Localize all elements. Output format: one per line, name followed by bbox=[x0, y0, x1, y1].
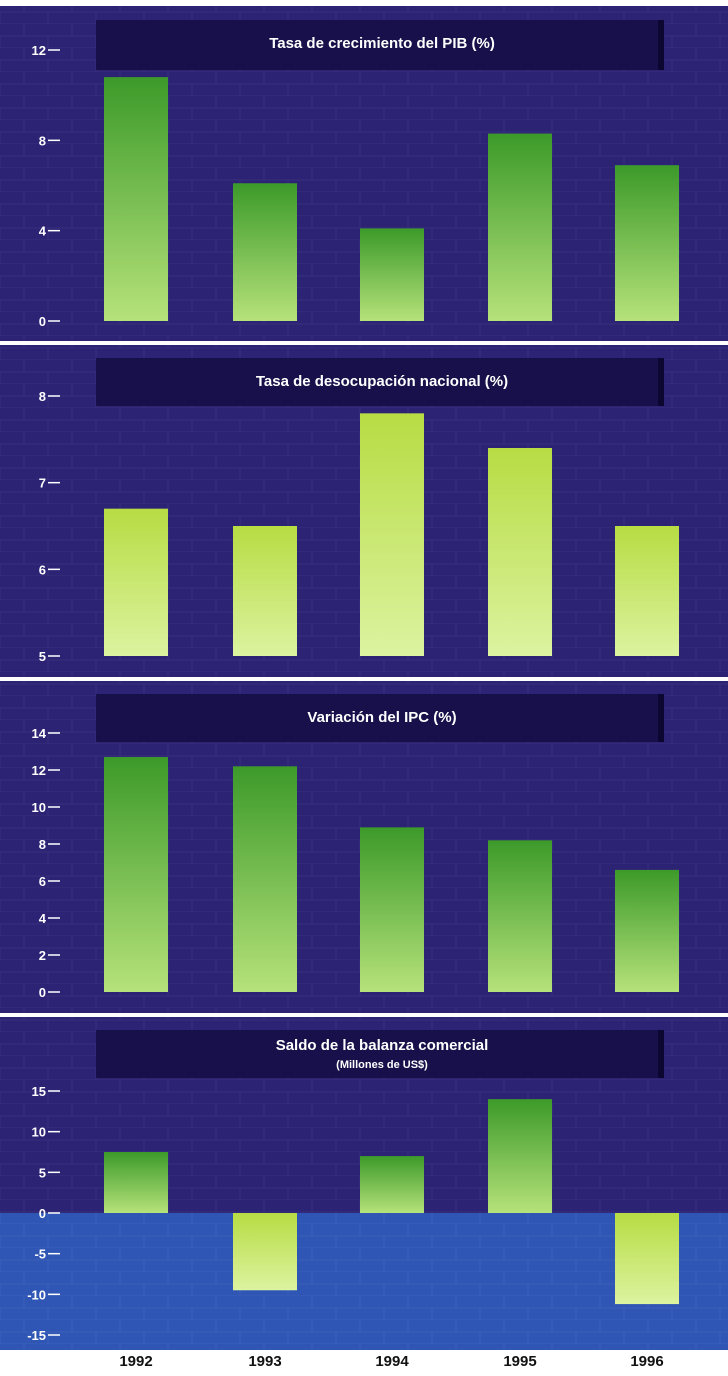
bar-1992 bbox=[104, 508, 168, 656]
x-tick-label-1992: 1992 bbox=[119, 1353, 152, 1370]
x-tick-label-1995: 1995 bbox=[503, 1353, 536, 1370]
chart-panel-3: Variación del IPC (%) 0 2 4 6 8 10 12 14 bbox=[0, 681, 728, 1017]
x-tick-label-1994: 1994 bbox=[375, 1353, 409, 1370]
chart-title-bar bbox=[96, 358, 664, 406]
y-tick: -5 bbox=[34, 1247, 60, 1262]
y-tick: 8 bbox=[39, 837, 60, 852]
y-tick: 15 bbox=[32, 1084, 60, 1099]
x-tick-label-1996: 1996 bbox=[630, 1353, 663, 1370]
title-bar-edge bbox=[658, 1030, 664, 1078]
bar-1994 bbox=[360, 827, 424, 992]
bar-1993 bbox=[233, 526, 297, 656]
y-tick: 14 bbox=[32, 726, 60, 741]
bar-1994 bbox=[360, 228, 424, 321]
y-tick: 12 bbox=[32, 763, 60, 778]
y-tick: 12 bbox=[32, 43, 60, 58]
chart-title: Tasa de crecimiento del PIB (%) bbox=[269, 35, 495, 52]
bar-1993 bbox=[233, 183, 297, 321]
bar-1996 bbox=[615, 1213, 679, 1305]
title-bar-edge bbox=[658, 358, 664, 406]
bar-1993 bbox=[233, 766, 297, 992]
bar-1995 bbox=[488, 840, 552, 992]
x-tick-label-1993: 1993 bbox=[248, 1353, 281, 1370]
y-tick-label: 6 bbox=[39, 562, 46, 577]
y-tick: 4 bbox=[39, 224, 60, 239]
y-tick: 2 bbox=[39, 948, 60, 963]
panel-separator bbox=[0, 677, 728, 681]
chart-title-bar bbox=[96, 1030, 664, 1078]
y-tick: 5 bbox=[39, 1165, 60, 1180]
chart-title-bar bbox=[96, 20, 664, 70]
y-tick: 0 bbox=[39, 985, 60, 1000]
y-tick-label: 0 bbox=[39, 985, 46, 1000]
bar-1996 bbox=[615, 869, 679, 992]
chart-panel-2: Tasa de desocupación nacional (%) 5 6 7 8 bbox=[0, 345, 728, 681]
y-tick: 10 bbox=[32, 800, 60, 815]
chart-title-bar bbox=[96, 694, 664, 742]
chart-title: Saldo de la balanza comercial bbox=[276, 1037, 489, 1054]
bar-1995 bbox=[488, 1099, 552, 1213]
panel-separator bbox=[0, 1350, 728, 1354]
brick-texture bbox=[0, 1213, 728, 1350]
bar-1996 bbox=[615, 165, 679, 321]
y-tick: 10 bbox=[32, 1125, 60, 1140]
bar-1992 bbox=[104, 1152, 168, 1213]
y-tick-label: -15 bbox=[27, 1328, 46, 1343]
bar-1995 bbox=[488, 448, 552, 656]
y-tick-label: 6 bbox=[39, 874, 46, 889]
y-tick-label: 12 bbox=[32, 43, 46, 58]
y-tick: 8 bbox=[39, 389, 60, 404]
y-tick-label: -10 bbox=[27, 1287, 46, 1302]
y-tick-label: 4 bbox=[39, 224, 47, 239]
y-tick: 0 bbox=[39, 1206, 60, 1221]
chart-panel-4: Saldo de la balanza comercial (Millones d… bbox=[0, 1017, 728, 1354]
y-tick-label: 10 bbox=[32, 800, 46, 815]
chart-subtitle: (Millones de US$) bbox=[336, 1059, 428, 1071]
y-tick: 0 bbox=[39, 314, 60, 329]
y-tick-label: 0 bbox=[39, 314, 46, 329]
y-tick: 5 bbox=[39, 649, 60, 664]
y-tick-label: 12 bbox=[32, 763, 46, 778]
chart-title: Variación del IPC (%) bbox=[307, 709, 456, 726]
y-tick-label: 10 bbox=[32, 1125, 46, 1140]
y-tick-label: -5 bbox=[34, 1247, 46, 1262]
panel-separator bbox=[0, 1013, 728, 1017]
title-bar-edge bbox=[658, 694, 664, 742]
y-tick: 4 bbox=[39, 911, 60, 926]
y-tick: 7 bbox=[39, 476, 60, 491]
bar-1992 bbox=[104, 77, 168, 321]
y-tick-label: 15 bbox=[32, 1084, 46, 1099]
y-tick-label: 8 bbox=[39, 837, 46, 852]
bar-1994 bbox=[360, 413, 424, 656]
bar-1995 bbox=[488, 133, 552, 321]
y-tick: -10 bbox=[27, 1287, 60, 1302]
y-tick-label: 7 bbox=[39, 476, 46, 491]
bar-1996 bbox=[615, 526, 679, 656]
y-tick-label: 5 bbox=[39, 1165, 46, 1180]
y-tick-label: 4 bbox=[39, 911, 47, 926]
chart-panel-1: Tasa de crecimiento del PIB (%) 0 4 8 12 bbox=[0, 6, 728, 345]
y-tick-label: 8 bbox=[39, 133, 46, 148]
y-tick-label: 8 bbox=[39, 389, 46, 404]
bar-1992 bbox=[104, 757, 168, 992]
title-bar-edge bbox=[658, 20, 664, 70]
y-tick-label: 2 bbox=[39, 948, 46, 963]
y-tick: 6 bbox=[39, 562, 60, 577]
y-tick: 8 bbox=[39, 133, 60, 148]
y-tick: 6 bbox=[39, 874, 60, 889]
bar-1994 bbox=[360, 1156, 424, 1213]
chart-title: Tasa de desocupación nacional (%) bbox=[256, 373, 508, 390]
y-tick: -15 bbox=[27, 1328, 60, 1343]
y-tick-label: 14 bbox=[32, 726, 47, 741]
panel-separator bbox=[0, 341, 728, 345]
y-tick-label: 0 bbox=[39, 1206, 46, 1221]
bar-1993 bbox=[233, 1213, 297, 1291]
y-tick-label: 5 bbox=[39, 649, 46, 664]
